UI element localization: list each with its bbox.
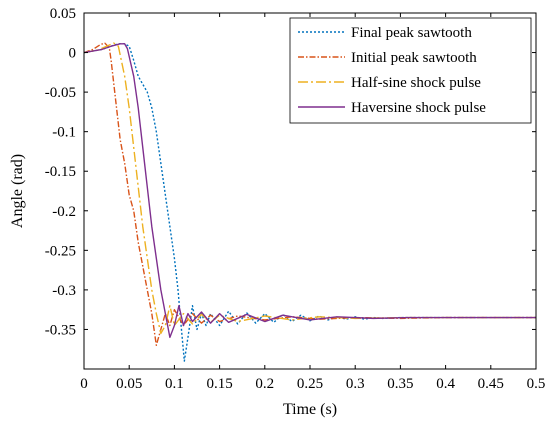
series-line-3 (84, 42, 536, 335)
legend-label: Haversine shock pulse (351, 100, 486, 116)
y-tick-label: 0 (69, 46, 77, 62)
x-tick-label: 0.45 (478, 376, 504, 392)
series-line-2 (84, 42, 536, 346)
x-tick-label: 0.15 (206, 376, 232, 392)
x-tick-label: 0 (80, 376, 88, 392)
y-tick-label: -0.05 (45, 85, 76, 101)
y-tick-label: -0.25 (45, 243, 76, 259)
y-tick-label: -0.1 (52, 125, 76, 141)
y-tick-label: -0.3 (52, 283, 76, 299)
y-tick-label: -0.15 (45, 164, 76, 180)
legend-box (289, 17, 532, 124)
y-tick-label: -0.35 (45, 322, 76, 338)
x-tick-label: 0.1 (165, 376, 184, 392)
x-tick-label: 0.35 (387, 376, 413, 392)
x-tick-label: 0.3 (346, 376, 365, 392)
x-axis-label: Time (s) (283, 401, 337, 418)
x-tick-label: 0.05 (116, 376, 142, 392)
x-tick-label: 0.5 (527, 376, 546, 392)
y-axis-label: Angle (rad) (9, 154, 26, 228)
legend-label: Initial peak sawtooth (351, 50, 477, 66)
legend: Final peak sawtooth Initial peak sawtooth… (289, 17, 532, 124)
legend-items: Final peak sawtooth Initial peak sawtooth… (298, 25, 486, 116)
series-layer (84, 42, 536, 362)
series-line-4 (84, 43, 536, 339)
y-tick-label: -0.2 (52, 204, 76, 220)
series-line-1 (84, 43, 536, 362)
x-tick-label: 0.4 (436, 376, 455, 392)
x-tick-label: 0.25 (297, 376, 323, 392)
tick-layer: 0 0.05 0.1 0.15 0.2 0.25 0.3 0.35 0.4 0.45 0.5 0.05… (45, 6, 546, 392)
y-tick-label: 0.05 (50, 6, 76, 22)
x-tick-label: 0.2 (255, 376, 274, 392)
legend-label: Half-sine shock pulse (351, 75, 481, 91)
legend-label: Final peak sawtooth (351, 25, 472, 41)
